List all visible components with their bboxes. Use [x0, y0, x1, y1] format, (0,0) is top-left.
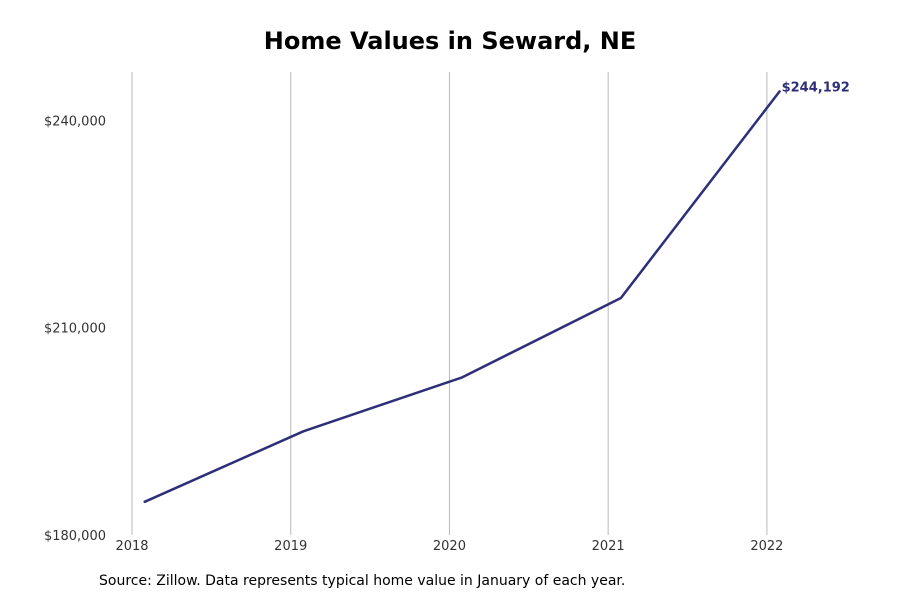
- y-axis-tick-labels: $180,000 $210,000 $240,000: [44, 114, 106, 544]
- x-tick-label: 2022: [750, 539, 783, 554]
- x-tick-label: 2021: [592, 539, 625, 554]
- source-note: Source: Zillow. Data represents typical …: [99, 573, 626, 589]
- series-line: [143, 90, 781, 504]
- end-value-label: $244,192: [782, 80, 850, 95]
- data-labels: $244,192: [782, 80, 850, 95]
- y-tick-label: $210,000: [44, 322, 106, 337]
- x-tick-label: 2020: [433, 539, 466, 554]
- y-tick-label: $180,000: [44, 529, 106, 544]
- series-lines: [143, 90, 781, 504]
- x-axis-tick-labels: 2018 2019 2020 2021 2022: [115, 539, 783, 554]
- chart-title: Home Values in Seward, NE: [263, 27, 637, 55]
- y-tick-label: $240,000: [44, 114, 106, 129]
- x-tick-label: 2019: [274, 539, 307, 554]
- x-tick-label: 2018: [115, 539, 148, 554]
